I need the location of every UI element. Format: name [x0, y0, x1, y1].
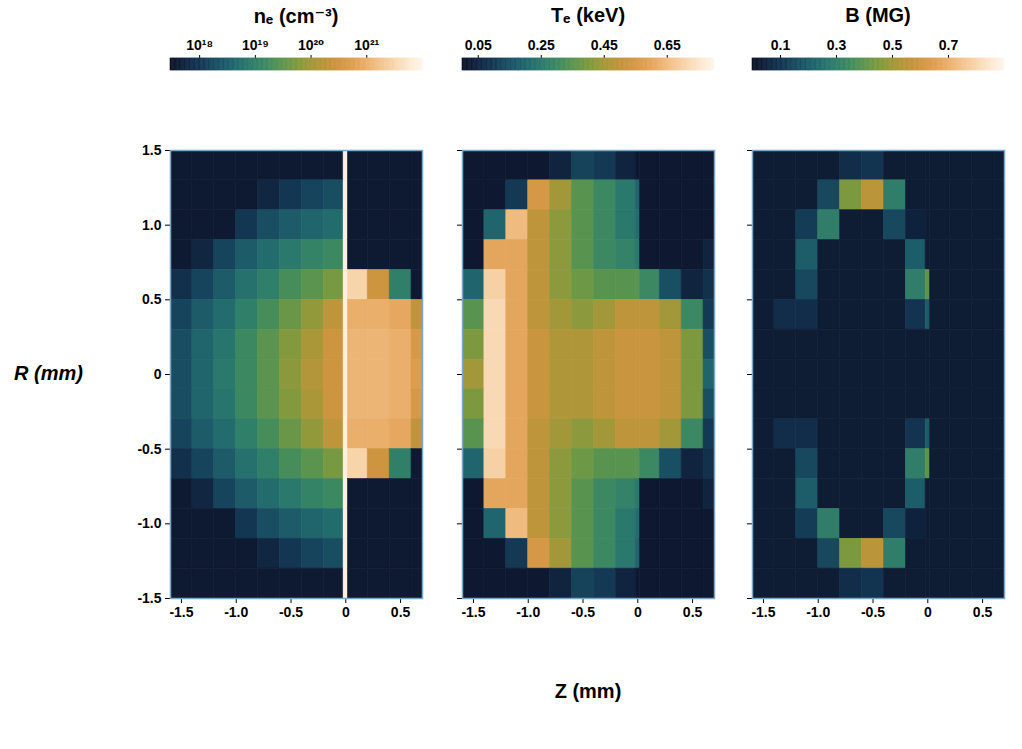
svg-text:-1.5: -1.5 — [137, 590, 161, 606]
svg-text:0.5: 0.5 — [683, 604, 703, 620]
svg-text:0: 0 — [154, 366, 162, 382]
svg-text:0: 0 — [634, 604, 642, 620]
svg-text:10²⁰: 10²⁰ — [298, 37, 324, 53]
svg-text:-1.5: -1.5 — [751, 604, 775, 620]
html-text:B (MG): B (MG) — [845, 4, 911, 26]
svg-text:0.5: 0.5 — [391, 604, 411, 620]
svg-text:10¹⁹: 10¹⁹ — [242, 37, 269, 53]
svg-text:10²¹: 10²¹ — [354, 37, 379, 53]
svg-text:0.5: 0.5 — [883, 37, 903, 53]
svg-text:-1.5: -1.5 — [169, 604, 193, 620]
svg-text:0.05: 0.05 — [465, 37, 492, 53]
svg-text:-0.5: -0.5 — [571, 604, 595, 620]
svg-text:0.7: 0.7 — [939, 37, 959, 53]
svg-text:-0.5: -0.5 — [861, 604, 885, 620]
svg-text:0.45: 0.45 — [591, 37, 618, 53]
svg-text:1.5: 1.5 — [142, 142, 162, 158]
svg-text:0.25: 0.25 — [528, 37, 555, 53]
svg-text:-0.5: -0.5 — [279, 604, 303, 620]
svg-text:0: 0 — [924, 604, 932, 620]
svg-text:-0.5: -0.5 — [137, 441, 161, 457]
svg-text:10¹⁸: 10¹⁸ — [186, 37, 213, 53]
html-text:nₑ (cm⁻³): nₑ (cm⁻³) — [253, 5, 339, 27]
svg-text:0.3: 0.3 — [827, 37, 847, 53]
svg-text:-1.5: -1.5 — [461, 604, 485, 620]
svg-text:-1.0: -1.0 — [224, 604, 248, 620]
svg-text:-1.0: -1.0 — [137, 515, 161, 531]
html-text:Z (mm): Z (mm) — [554, 680, 622, 702]
svg-text:0.5: 0.5 — [142, 291, 162, 307]
svg-text:1.0: 1.0 — [142, 217, 162, 233]
html-text:R (mm): R (mm) — [14, 362, 83, 384]
svg-text:0.1: 0.1 — [771, 37, 791, 53]
svg-text:0.65: 0.65 — [654, 37, 681, 53]
svg-text:-1.0: -1.0 — [516, 604, 540, 620]
svg-text:0.5: 0.5 — [973, 604, 993, 620]
svg-text:0: 0 — [342, 604, 350, 620]
html-text:Tₑ (keV): Tₑ (keV) — [550, 4, 626, 26]
svg-text:-1.0: -1.0 — [806, 604, 830, 620]
